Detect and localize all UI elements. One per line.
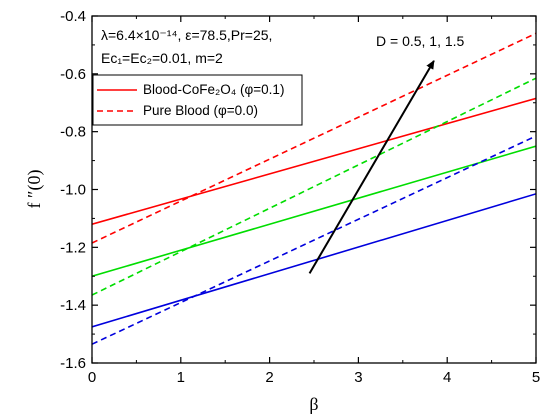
tick-labels-layer: 0 1 2 3 4 5 -1.6 -1.4 -1.2 -1.0 -0.8 -0.6 -0.4: [60, 8, 540, 386]
y-tick-label: -0.8: [60, 124, 86, 141]
y-tick-label: -1.4: [60, 297, 86, 314]
series-line-4-solid: [92, 193, 536, 328]
series-line-0-solid: [92, 97, 536, 225]
y-axis-title: f ″(0): [24, 170, 45, 209]
x-tick-label: 4: [443, 369, 451, 386]
series-layer: [92, 32, 536, 345]
plot-frame: [91, 15, 537, 364]
series-line-5-dashed: [92, 135, 536, 345]
series-line-2-solid: [92, 145, 536, 278]
x-axis-title: β: [309, 394, 318, 414]
ticks-layer: [91, 15, 537, 364]
y-tick-label: -0.6: [60, 66, 86, 83]
series-line-3-dashed: [92, 77, 536, 296]
params-annotation-line1: λ=6.4×10⁻¹⁴, ε=78.5,Pr=25,: [101, 27, 272, 43]
y-tick-label: -1.6: [60, 355, 86, 372]
legend-label-solid: Blood-CoFe₂O₄ (φ=0.1): [143, 82, 284, 97]
y-tick-label: -1.0: [60, 182, 86, 199]
x-tick-label: 0: [88, 369, 96, 386]
legend-box: [92, 74, 303, 126]
legend-label-dashed: Pure Blood (φ=0.0): [143, 103, 258, 118]
params-annotation-line2: Ec₁=Ec₂=0.01, m=2: [101, 50, 223, 66]
x-tick-label: 2: [265, 369, 273, 386]
legend: Blood-CoFe₂O₄ (φ=0.1) Pure Blood (φ=0.0): [92, 74, 303, 126]
x-tick-label: 1: [177, 369, 185, 386]
x-tick-label: 5: [532, 369, 540, 386]
y-tick-label: -1.2: [60, 239, 86, 256]
trend-label: D = 0.5, 1, 1.5: [376, 33, 465, 49]
x-tick-label: 3: [354, 369, 362, 386]
series-line-1-dashed: [92, 32, 536, 244]
trend-arrow: [308, 59, 435, 274]
y-tick-label: -0.4: [60, 8, 86, 25]
